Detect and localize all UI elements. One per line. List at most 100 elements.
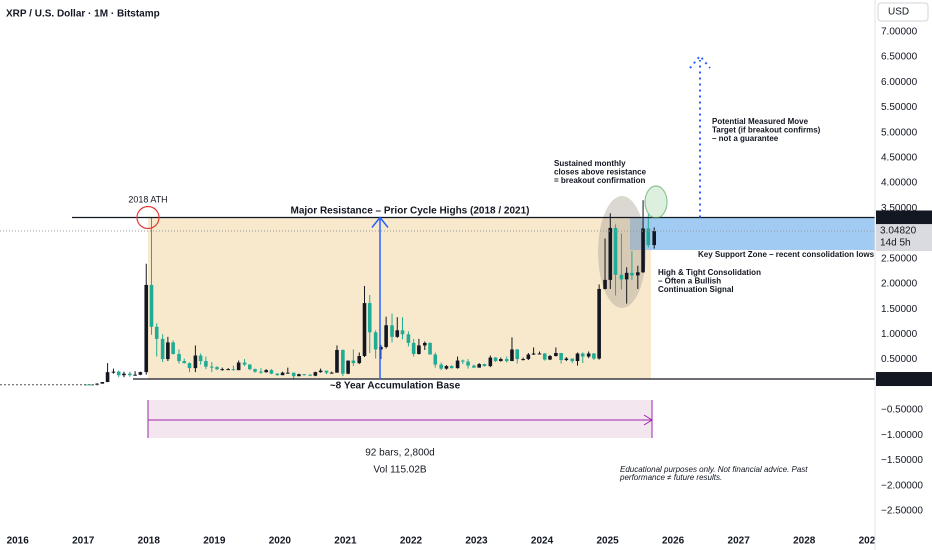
candle-body [133,374,137,376]
candle-body [537,353,542,355]
candle-body [428,342,432,355]
candle-body [586,353,591,357]
candle-body [646,228,651,246]
candle-body [515,349,520,360]
x-tick-label: 2018 [138,536,161,547]
candle-body [493,357,498,362]
y-tick-label: 4.00000 [881,178,918,189]
candle-body [242,362,247,365]
candle-body [275,373,280,376]
y-tick-label: 2.50000 [881,253,918,264]
candle-body [236,362,241,371]
candle-body [187,363,192,369]
candle-body [302,374,306,376]
price-badge [876,224,932,252]
price-badge-label: 3.31700 [880,212,917,223]
x-tick-label: 2026 [662,536,685,547]
x-tick-label: 2017 [72,536,95,547]
measure-label: Vol 115.02B [373,465,427,476]
candle-body [220,369,225,371]
candle-body [472,365,476,368]
candle-body [357,356,362,364]
candle-body [116,371,121,376]
y-tick-label: −1.50000 [881,455,923,466]
y-tick-label: −2.50000 [881,505,923,516]
candle-body [182,361,187,364]
candle-body [422,342,427,346]
x-tick-label: 2016 [7,536,30,547]
candle-body [313,372,318,376]
breakout-label: = breakout confirmation [554,176,645,185]
candle-body [439,364,443,369]
candle-body [636,272,640,276]
price-badge [876,372,932,387]
x-tick-label: 2023 [465,536,488,547]
candle-body [619,274,624,280]
candle-body [111,371,116,373]
candle-body [160,338,165,360]
candle-body [226,369,230,371]
candle-body [269,370,274,374]
candle-body [592,353,596,359]
price-badge-label: 0.11400 [880,374,916,385]
resistance-label: Major Resistance – Prior Cycle Highs (20… [291,206,530,217]
candle-body [128,373,132,376]
target-label: – not a guarantee [712,134,779,143]
candle-body [499,359,503,362]
ath-label: 2018 ATH [128,194,167,204]
candle-body [198,355,203,362]
candle-body [286,372,290,374]
candle-body [259,371,263,373]
candle-body [526,354,531,360]
x-tick-label: 2028 [793,536,816,547]
candle-body [395,330,400,337]
candle-body [149,284,154,327]
target-label: Potential Measured Move [712,117,809,126]
candle-body [335,349,339,373]
range-arrowhead [643,414,653,426]
measure-box [148,400,652,438]
candle-body [324,370,329,373]
candle-body [329,372,334,374]
countdown-label: 14d 5h [880,238,911,249]
x-tick-label: 2025 [596,536,619,547]
y-tick-label: −2.00000 [881,480,923,491]
candle-body [461,360,465,362]
candle-body [466,361,470,366]
y-tick-label: 2.00000 [881,279,918,290]
candle-body [652,231,656,246]
y-tick-label: 6.00000 [881,77,918,88]
price-badge-label: 3.04820 [880,226,917,237]
disclaimer-label: performance ≠ future results. [619,473,722,482]
candle-body [630,272,634,276]
breakout-label: Sustained monthly [554,159,626,168]
candle-body [477,364,481,368]
y-tick-label: 1.50000 [881,304,918,315]
y-tick-label: −1.00000 [881,430,923,441]
x-tick-label: 2022 [400,536,423,547]
candle-body [564,358,569,361]
accumulation-box [148,217,651,380]
candle-body [193,355,198,369]
candle-body [171,342,175,355]
candle-body [575,353,580,362]
candle-body [548,356,552,360]
candle-body [138,372,143,375]
candle-body [291,372,296,377]
candle-body [379,346,383,350]
candle-body [521,359,525,361]
x-tick-label: 2021 [334,536,357,547]
target-label: Target (if breakout confirms) [712,126,821,135]
candle-body [373,332,378,350]
candle-body [297,374,301,377]
candle-body [341,349,345,374]
candle-body [318,370,323,373]
candle-body [504,359,509,362]
candle-body [154,326,159,339]
candle-body [204,361,208,367]
candle-body [346,360,350,374]
y-tick-label: 0.50000 [881,354,918,365]
y-tick-label: 5.00000 [881,127,918,138]
candle-body [613,227,618,275]
